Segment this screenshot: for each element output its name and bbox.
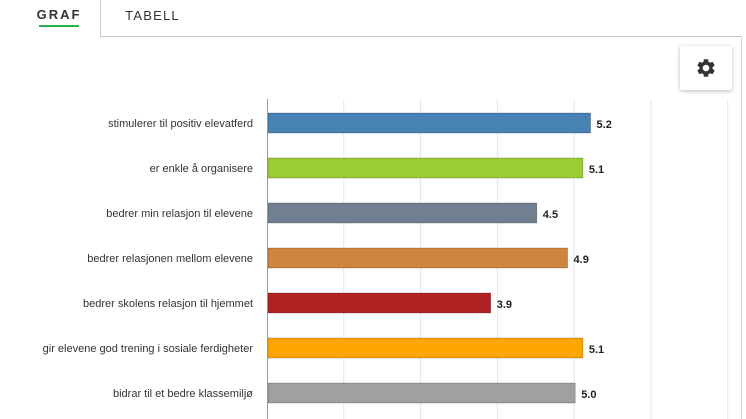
category-label: bidrar til et bedre klassemiljø bbox=[113, 388, 253, 400]
tab-divider bbox=[100, 36, 742, 37]
category-label: bedrer skolens relasjon til hjemmet bbox=[83, 298, 253, 310]
tab-tabell-label: TABELL bbox=[125, 8, 180, 23]
tab-tabell[interactable]: TABELL bbox=[100, 0, 204, 37]
tab-graf[interactable]: GRAF bbox=[18, 0, 100, 37]
bar bbox=[267, 382, 576, 404]
bar bbox=[267, 157, 584, 179]
bar bbox=[267, 247, 568, 269]
category-label: gir elevene god trening i sosiale ferdig… bbox=[43, 343, 254, 355]
tab-graf-label: GRAF bbox=[36, 7, 82, 22]
active-tab-indicator bbox=[39, 25, 79, 27]
data-label: 5.1 bbox=[589, 164, 604, 176]
category-label: bedrer relasjonen mellom elevene bbox=[87, 253, 253, 265]
data-label: 5.1 bbox=[589, 344, 604, 356]
category-label: stimulerer til positiv elevatferd bbox=[108, 118, 253, 130]
category-label: er enkle å organisere bbox=[150, 163, 253, 175]
panel-border bbox=[741, 36, 742, 419]
data-label: 5.2 bbox=[597, 119, 612, 131]
bar bbox=[267, 292, 492, 314]
bar bbox=[267, 112, 591, 134]
data-label: 4.9 bbox=[574, 254, 589, 266]
data-label: 3.9 bbox=[497, 299, 512, 311]
tab-bar: GRAF TABELL bbox=[0, 0, 746, 37]
bar bbox=[267, 202, 538, 224]
bar bbox=[267, 337, 584, 359]
category-label: bedrer min relasjon til elevene bbox=[106, 208, 253, 220]
data-label: 5.0 bbox=[581, 389, 596, 401]
gear-icon bbox=[697, 59, 715, 77]
settings-button[interactable] bbox=[680, 46, 732, 90]
data-label: 4.5 bbox=[543, 209, 558, 221]
